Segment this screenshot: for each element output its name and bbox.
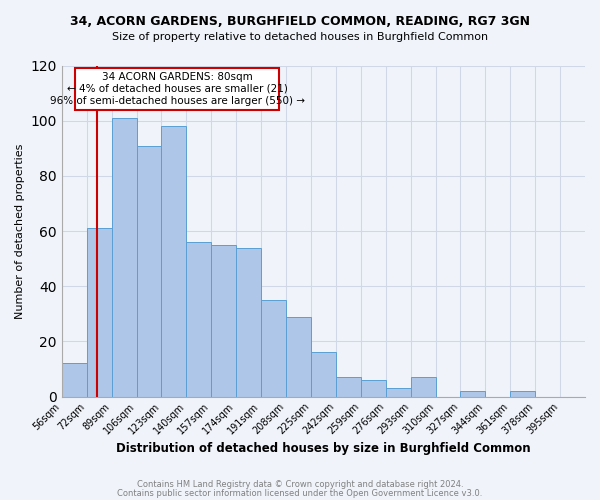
- Bar: [211, 245, 236, 396]
- Bar: [361, 380, 386, 396]
- Text: 34, ACORN GARDENS, BURGHFIELD COMMON, READING, RG7 3GN: 34, ACORN GARDENS, BURGHFIELD COMMON, RE…: [70, 15, 530, 28]
- Bar: [286, 316, 311, 396]
- Text: Size of property relative to detached houses in Burghfield Common: Size of property relative to detached ho…: [112, 32, 488, 42]
- Bar: [410, 378, 436, 396]
- Bar: [137, 146, 161, 396]
- Bar: [336, 378, 361, 396]
- Bar: [161, 126, 187, 396]
- Bar: [236, 248, 261, 396]
- Text: 34 ACORN GARDENS: 80sqm
← 4% of detached houses are smaller (21)
96% of semi-det: 34 ACORN GARDENS: 80sqm ← 4% of detached…: [50, 72, 305, 106]
- Bar: [311, 352, 336, 397]
- Bar: [187, 242, 211, 396]
- Text: Contains public sector information licensed under the Open Government Licence v3: Contains public sector information licen…: [118, 488, 482, 498]
- Bar: [62, 364, 87, 396]
- Y-axis label: Number of detached properties: Number of detached properties: [15, 144, 25, 318]
- Bar: [386, 388, 410, 396]
- Text: Contains HM Land Registry data © Crown copyright and database right 2024.: Contains HM Land Registry data © Crown c…: [137, 480, 463, 489]
- Bar: [112, 118, 137, 396]
- FancyBboxPatch shape: [75, 68, 279, 110]
- Bar: [87, 228, 112, 396]
- Bar: [510, 391, 535, 396]
- Bar: [460, 391, 485, 396]
- X-axis label: Distribution of detached houses by size in Burghfield Common: Distribution of detached houses by size …: [116, 442, 531, 455]
- Bar: [261, 300, 286, 396]
